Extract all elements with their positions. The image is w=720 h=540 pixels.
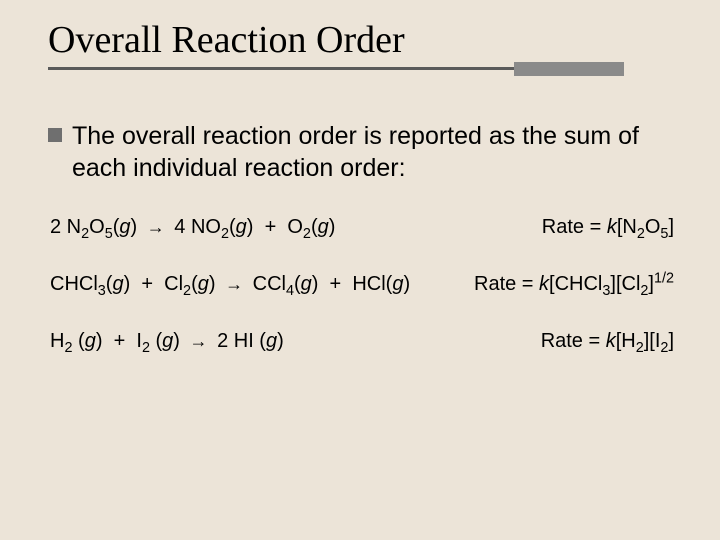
equation-row-2: CHCl3(g) + Cl2(g) → CCl4(g) + HCl(g) Rat… xyxy=(48,273,680,296)
equation-row-3: H2 (g) + I2 (g) → 2 HI (g) Rate = k[H2][… xyxy=(48,330,680,353)
equation-rate: Rate = k[N2O5] xyxy=(542,216,674,239)
slide-body: The overall reaction order is reported a… xyxy=(48,84,680,353)
equation-rate: Rate = k[CHCl3][Cl2]1/2 xyxy=(474,273,674,296)
equation-lhs: 2 N2O5(g) → 4 NO2(g) + O2(g) xyxy=(50,216,335,239)
equation-row-1: 2 N2O5(g) → 4 NO2(g) + O2(g) Rate = k[N2… xyxy=(48,216,680,239)
bullet-text: The overall reaction order is reported a… xyxy=(72,120,680,184)
title-block: Overall Reaction Order xyxy=(48,18,680,66)
bullet-marker-icon xyxy=(48,128,62,142)
slide-title: Overall Reaction Order xyxy=(48,18,680,66)
equation-lhs: CHCl3(g) + Cl2(g) → CCl4(g) + HCl(g) xyxy=(50,273,410,296)
slide: Overall Reaction Order The overall react… xyxy=(0,0,720,540)
equation-rate: Rate = k[H2][I2] xyxy=(541,330,674,353)
title-accent-box xyxy=(514,62,624,76)
equation-lhs: H2 (g) + I2 (g) → 2 HI (g) xyxy=(50,330,284,353)
bullet-item: The overall reaction order is reported a… xyxy=(48,120,680,184)
